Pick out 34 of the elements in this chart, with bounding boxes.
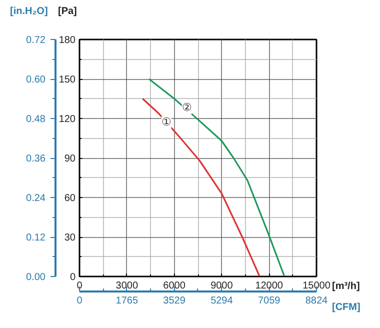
y-tick-label: 150 — [58, 74, 76, 86]
x2-tick-label: 3529 — [163, 296, 186, 306]
annotation: ② — [182, 102, 192, 114]
x2-axis-title: [CFM] — [332, 302, 360, 313]
x2-tick-label: 7059 — [258, 296, 281, 306]
x2-tick-label: 1765 — [116, 296, 138, 306]
y-tick-label: 90 — [64, 154, 76, 164]
x-tick-label: 9000 — [210, 280, 234, 292]
y2-tick-label: 0.48 — [26, 114, 46, 125]
line-series — [148, 78, 286, 276]
x-tick-label: 15000 — [302, 280, 331, 292]
x-tick-label: 12000 — [255, 280, 284, 292]
x2-tick-label: 0 — [76, 296, 83, 306]
x-tick-label: 0 — [76, 280, 83, 292]
y-tick-label: 0 — [70, 272, 76, 283]
y-tick-label: 180 — [58, 35, 76, 46]
x-axis-title: [m³/h] — [332, 281, 360, 292]
y2-tick-label: 0.36 — [26, 154, 46, 164]
y2-tick-label: 0.72 — [26, 35, 46, 46]
line-series — [142, 98, 260, 276]
y2-tick-label: 0.00 — [26, 272, 46, 283]
y-axis-title: [Pa] — [58, 6, 77, 17]
y2-tick-label: 0.60 — [26, 74, 46, 86]
x-tick-label: 6000 — [163, 280, 186, 292]
x-tick-label: 3000 — [116, 280, 138, 292]
x2-tick-label: 8824 — [305, 296, 328, 306]
y-tick-label: 30 — [64, 232, 76, 244]
y2-tick-label: 0.24 — [26, 193, 46, 204]
y2-axis-title: [in.H₂O] — [10, 6, 48, 17]
y-tick-label: 60 — [64, 193, 76, 204]
y-tick-label: 120 — [58, 114, 76, 125]
annotation: ① — [161, 116, 172, 128]
x2-tick-label: 5294 — [210, 296, 234, 306]
y2-tick-label: 0.12 — [26, 232, 46, 244]
